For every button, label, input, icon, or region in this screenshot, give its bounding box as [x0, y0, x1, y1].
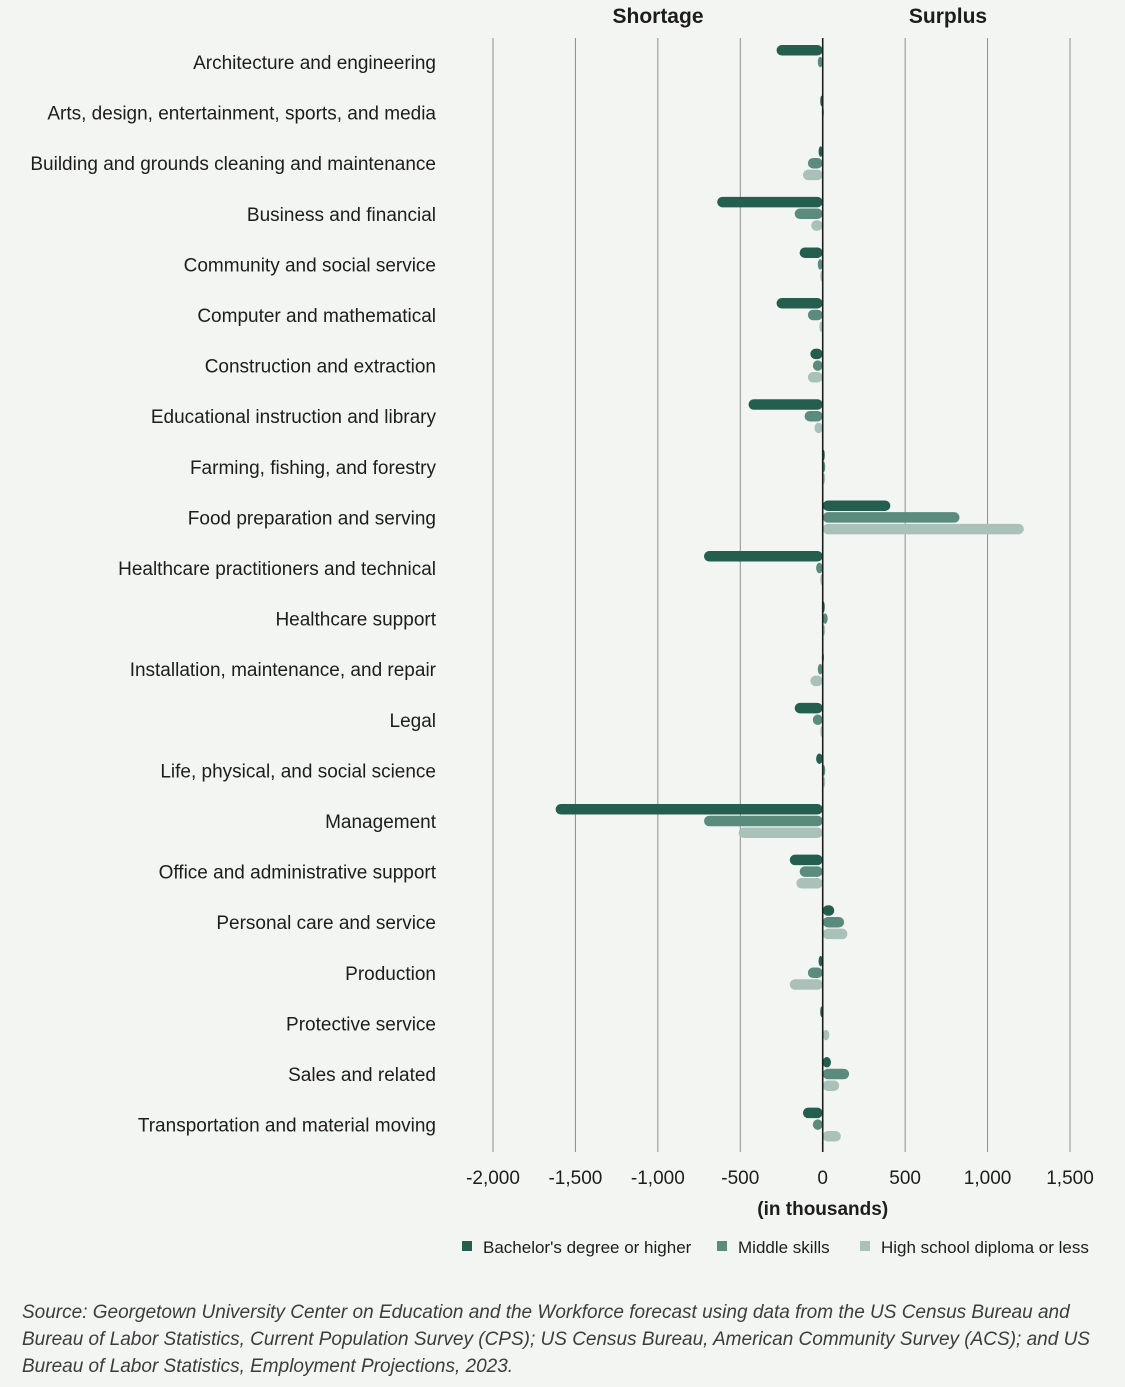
category-label: Food preparation and serving — [188, 508, 436, 529]
category-label: Building and grounds cleaning and mainte… — [30, 154, 436, 175]
x-tick-label: -2,000 — [466, 1168, 520, 1189]
bar-bachelor-s-degree-or-higher — [822, 1057, 831, 1068]
bar-bachelor-s-degree-or-higher — [555, 804, 823, 815]
bar-bachelor-s-degree-or-higher — [810, 348, 823, 360]
bar-high-school-diploma-or-less — [796, 878, 823, 889]
bar-bachelor-s-degree-or-higher — [776, 298, 823, 309]
bar-middle-skills — [799, 866, 823, 877]
category-labels: Architecture and engineering Arts, design… — [30, 53, 436, 1137]
category-label: Transportation and material moving — [138, 1116, 436, 1137]
bar-high-school-diploma-or-less — [807, 372, 823, 383]
bar-middle-skills — [817, 259, 823, 270]
bar-middle-skills — [822, 1068, 850, 1080]
category-label: Business and financial — [247, 205, 436, 226]
x-tick-label: 1,000 — [964, 1168, 1012, 1189]
bar-middle-skills — [822, 613, 828, 624]
bar-high-school-diploma-or-less — [822, 1131, 841, 1142]
legend-swatch — [860, 1241, 870, 1251]
bar-high-school-diploma-or-less — [789, 979, 823, 990]
bar-middle-skills — [822, 512, 960, 523]
bar-middle-skills — [794, 208, 823, 220]
legend-label: High school diploma or less — [881, 1238, 1089, 1257]
bar-bachelor-s-degree-or-higher — [822, 905, 835, 916]
bar-high-school-diploma-or-less — [802, 169, 823, 181]
bar-middle-skills — [817, 56, 823, 68]
category-label: Life, physical, and social science — [160, 761, 436, 782]
surplus-label: Surplus — [909, 5, 987, 28]
bar-middle-skills — [822, 916, 845, 928]
bar-bachelor-s-degree-or-higher — [818, 955, 823, 967]
x-tick-label: -1,500 — [548, 1168, 602, 1189]
bar-high-school-diploma-or-less — [822, 928, 848, 940]
bar-high-school-diploma-or-less — [819, 321, 823, 332]
category-label: Arts, design, entertainment, sports, and… — [47, 104, 436, 125]
bar-middle-skills — [812, 714, 823, 726]
bar-middle-skills — [816, 562, 823, 574]
category-label: Educational instruction and library — [151, 407, 437, 428]
bar-middle-skills — [807, 967, 823, 979]
x-tick-labels: -2,000 -1,500 -1,000 -500 0 500 1,000 1,500 — [466, 1168, 1094, 1189]
x-tick-label: 1,500 — [1046, 1168, 1094, 1189]
category-label: Management — [325, 812, 437, 833]
legend-label: Bachelor's degree or higher — [483, 1238, 692, 1257]
legend: Bachelor's degree or higher Middle skills… — [462, 1238, 1089, 1257]
x-tick-label: 0 — [817, 1168, 828, 1189]
x-tick-label: -500 — [721, 1168, 759, 1189]
bar-bachelor-s-degree-or-higher — [802, 1107, 823, 1119]
bar-high-school-diploma-or-less — [814, 422, 823, 434]
category-label: Protective service — [286, 1014, 436, 1035]
category-label: Personal care and service — [216, 913, 436, 934]
category-label: Construction and extraction — [205, 357, 436, 378]
category-label: Computer and mathematical — [197, 306, 436, 327]
shortage-label: Shortage — [612, 5, 703, 28]
bar-high-school-diploma-or-less — [822, 523, 1024, 535]
legend-swatch — [462, 1241, 472, 1251]
category-label: Community and social service — [184, 255, 436, 276]
bar-bachelor-s-degree-or-higher — [822, 500, 891, 511]
bar-bachelor-s-degree-or-higher — [717, 196, 823, 208]
legend-swatch — [717, 1241, 727, 1251]
category-label: Healthcare support — [275, 610, 436, 631]
bar-bachelor-s-degree-or-higher — [816, 753, 823, 764]
bar-bachelor-s-degree-or-higher — [776, 45, 823, 56]
bar-high-school-diploma-or-less — [822, 1029, 830, 1041]
x-tick-label: 500 — [889, 1168, 921, 1189]
bar-bachelor-s-degree-or-higher — [789, 854, 823, 866]
category-label: Office and administrative support — [159, 863, 437, 884]
x-tick-label: -1,000 — [631, 1168, 685, 1189]
bar-middle-skills — [804, 410, 823, 422]
bar-high-school-diploma-or-less — [810, 675, 823, 687]
bar-middle-skills — [704, 815, 823, 827]
category-label: Sales and related — [288, 1065, 436, 1086]
bar-high-school-diploma-or-less — [811, 220, 823, 231]
bar-bachelor-s-degree-or-higher — [799, 247, 823, 258]
bar-high-school-diploma-or-less — [822, 1080, 840, 1091]
legend-label: Middle skills — [738, 1238, 830, 1257]
bar-middle-skills — [812, 1119, 823, 1130]
gridlines — [492, 38, 1071, 1152]
bars — [555, 45, 1024, 1142]
source-note: Source: Georgetown University Center on … — [22, 1302, 1090, 1377]
chart: Shortage Surplus Architecture and engine… — [30, 5, 1094, 1257]
category-label: Architecture and engineering — [193, 53, 436, 74]
category-label: Healthcare practitioners and technical — [118, 559, 436, 580]
category-label: Legal — [390, 711, 437, 732]
x-axis-title: (in thousands) — [757, 1199, 888, 1220]
bar-bachelor-s-degree-or-higher — [748, 399, 823, 410]
bar-bachelor-s-degree-or-higher — [794, 702, 823, 714]
category-label: Production — [345, 964, 436, 985]
bar-bachelor-s-degree-or-higher — [818, 146, 823, 157]
bar-high-school-diploma-or-less — [738, 827, 823, 838]
category-label: Farming, fishing, and forestry — [190, 458, 437, 479]
bar-middle-skills — [817, 663, 823, 675]
bar-middle-skills — [807, 309, 823, 321]
bar-middle-skills — [812, 360, 823, 371]
bar-middle-skills — [807, 157, 823, 169]
category-label: Installation, maintenance, and repair — [130, 660, 437, 681]
bar-bachelor-s-degree-or-higher — [704, 551, 823, 562]
